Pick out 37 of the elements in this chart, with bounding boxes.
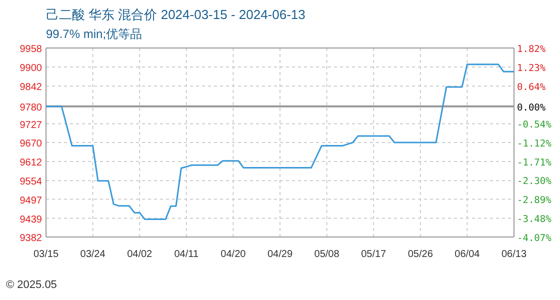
y2-tick-label: 0.64% <box>517 82 546 93</box>
y2-tick-label: -4.07% <box>517 233 552 244</box>
x-tick-label: 06/04 <box>454 249 480 260</box>
y2-tick-label: -3.48% <box>517 214 552 226</box>
y-tick-label: 9382 <box>20 233 42 244</box>
y-tick-label: 9612 <box>20 158 42 169</box>
x-tick-label: 05/26 <box>408 249 434 260</box>
x-tick-label: 05/17 <box>361 249 387 260</box>
line-series <box>45 64 515 220</box>
x-tick-label: 03/15 <box>33 249 59 260</box>
x-tick-label: 04/20 <box>220 249 246 260</box>
x-tick-label: 04/02 <box>127 249 153 260</box>
y2-tick-label: -1.12% <box>517 138 552 150</box>
chart-subtitle: 99.7% min;优等品 <box>46 27 142 41</box>
x-tick-label: 04/11 <box>174 249 199 260</box>
y-tick-label: 9439 <box>20 214 42 226</box>
y2-tick-label: -0.54% <box>517 120 552 131</box>
y-tick-label: 9842 <box>20 82 42 94</box>
y2-tick-label: 0.00% <box>517 102 546 114</box>
x-tick-label: 06/13 <box>501 249 527 260</box>
y-tick-label: 9900 <box>20 63 42 74</box>
x-tick-label: 05/08 <box>314 249 340 260</box>
y-tick-label: 9727 <box>20 120 42 131</box>
y-tick-label: 9958 <box>20 44 42 55</box>
y2-tick-label: 1.23% <box>517 62 546 74</box>
y2-tick-label: -2.30% <box>517 176 552 188</box>
y-tick-label: 9780 <box>20 102 42 114</box>
y2-tick-label: -2.89% <box>517 195 552 206</box>
x-tick-label: 04/29 <box>267 249 293 260</box>
y2-tick-label: 1.82% <box>517 44 546 55</box>
text: © 2025.05 <box>6 279 57 291</box>
chart-title: 己二酸 华东 混合价 2024-03-15 - 2024-06-13 <box>46 7 306 22</box>
y-tick-label: 9497 <box>20 195 42 206</box>
y-tick-label: 9670 <box>20 138 42 150</box>
y2-tick-label: -1.71% <box>517 157 552 168</box>
y-tick-label: 9554 <box>20 176 42 188</box>
x-tick-label: 03/24 <box>80 249 106 260</box>
